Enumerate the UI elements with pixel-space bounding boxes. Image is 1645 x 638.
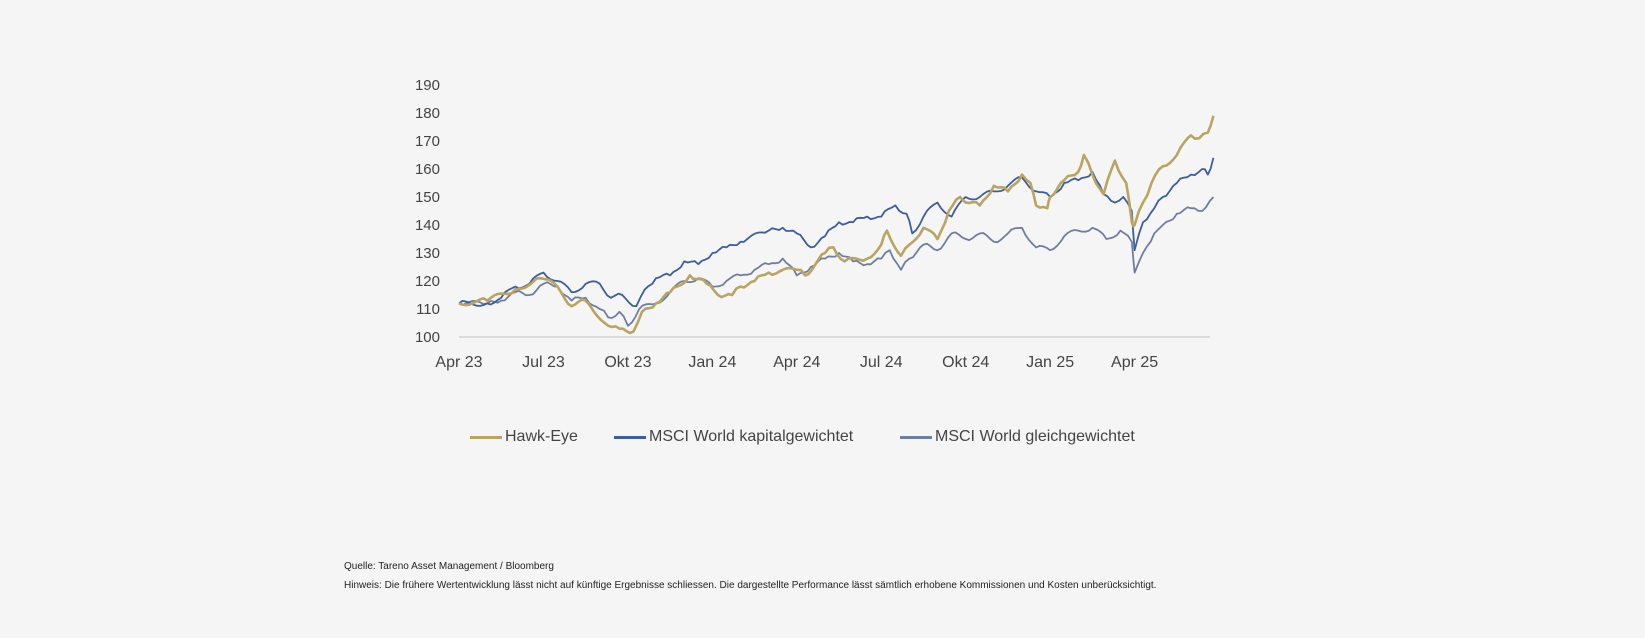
legend-label: MSCI World gleichgewichtet — [935, 428, 1135, 445]
legend-swatch — [470, 435, 502, 439]
x-tick-label: Okt 24 — [942, 354, 989, 371]
series-line-hawk-eye — [458, 115, 1215, 335]
y-axis: 100 110 120 130 140 150 160 170 180 190 — [415, 77, 440, 346]
legend-label: MSCI World kapitalgewichtet — [649, 428, 854, 445]
legend-item-hawk-eye: Hawk-Eye — [470, 428, 578, 446]
series-lines — [458, 115, 1215, 335]
y-tick-label: 170 — [415, 133, 440, 150]
legend-label: Hawk-Eye — [505, 428, 578, 445]
series-line-msci-world-gleichgewichtet — [458, 196, 1215, 327]
x-tick-label: Apr 24 — [773, 354, 820, 371]
x-tick-label: Jan 25 — [1026, 354, 1074, 371]
x-tick-label: Apr 23 — [435, 354, 482, 371]
x-tick-label: Apr 25 — [1111, 354, 1158, 371]
y-tick-label: 100 — [415, 329, 440, 346]
y-tick-label: 130 — [415, 245, 440, 262]
x-tick-label: Jan 24 — [688, 354, 736, 371]
legend-item-msci-world-kapitalgewichtet: MSCI World kapitalgewichtet — [614, 428, 853, 446]
y-tick-label: 110 — [416, 301, 440, 318]
y-tick-label: 120 — [415, 273, 440, 290]
y-tick-label: 190 — [415, 77, 440, 94]
disclaimer-note: Hinweis: Die frühere Wertentwicklung läs… — [344, 580, 1157, 591]
x-tick-label: Jul 23 — [522, 354, 565, 371]
y-tick-label: 140 — [415, 217, 440, 234]
legend-item-msci-world-gleichgewichtet: MSCI World gleichgewichtet — [900, 428, 1135, 446]
legend: Hawk-Eye MSCI World kapitalgewichtet MSC… — [0, 428, 1645, 450]
y-tick-label: 160 — [415, 161, 440, 178]
series-line-msci-world-kapitalgewichtet — [458, 157, 1215, 308]
y-tick-label: 150 — [415, 189, 440, 206]
legend-swatch — [614, 435, 646, 439]
line-chart: 100 110 120 130 140 150 160 170 180 190 Apr 23 Jul… — [415, 77, 1215, 371]
x-tick-label: Jul 24 — [860, 354, 903, 371]
source-note: Quelle: Tareno Asset Management / Bloomb… — [344, 561, 554, 572]
x-tick-label: Okt 23 — [604, 354, 651, 371]
x-axis: Apr 23 Jul 23 Okt 23 Jan 24 Apr 24 Jul 24 Okt … — [435, 354, 1158, 371]
y-tick-label: 180 — [415, 105, 440, 122]
legend-swatch — [900, 435, 932, 439]
